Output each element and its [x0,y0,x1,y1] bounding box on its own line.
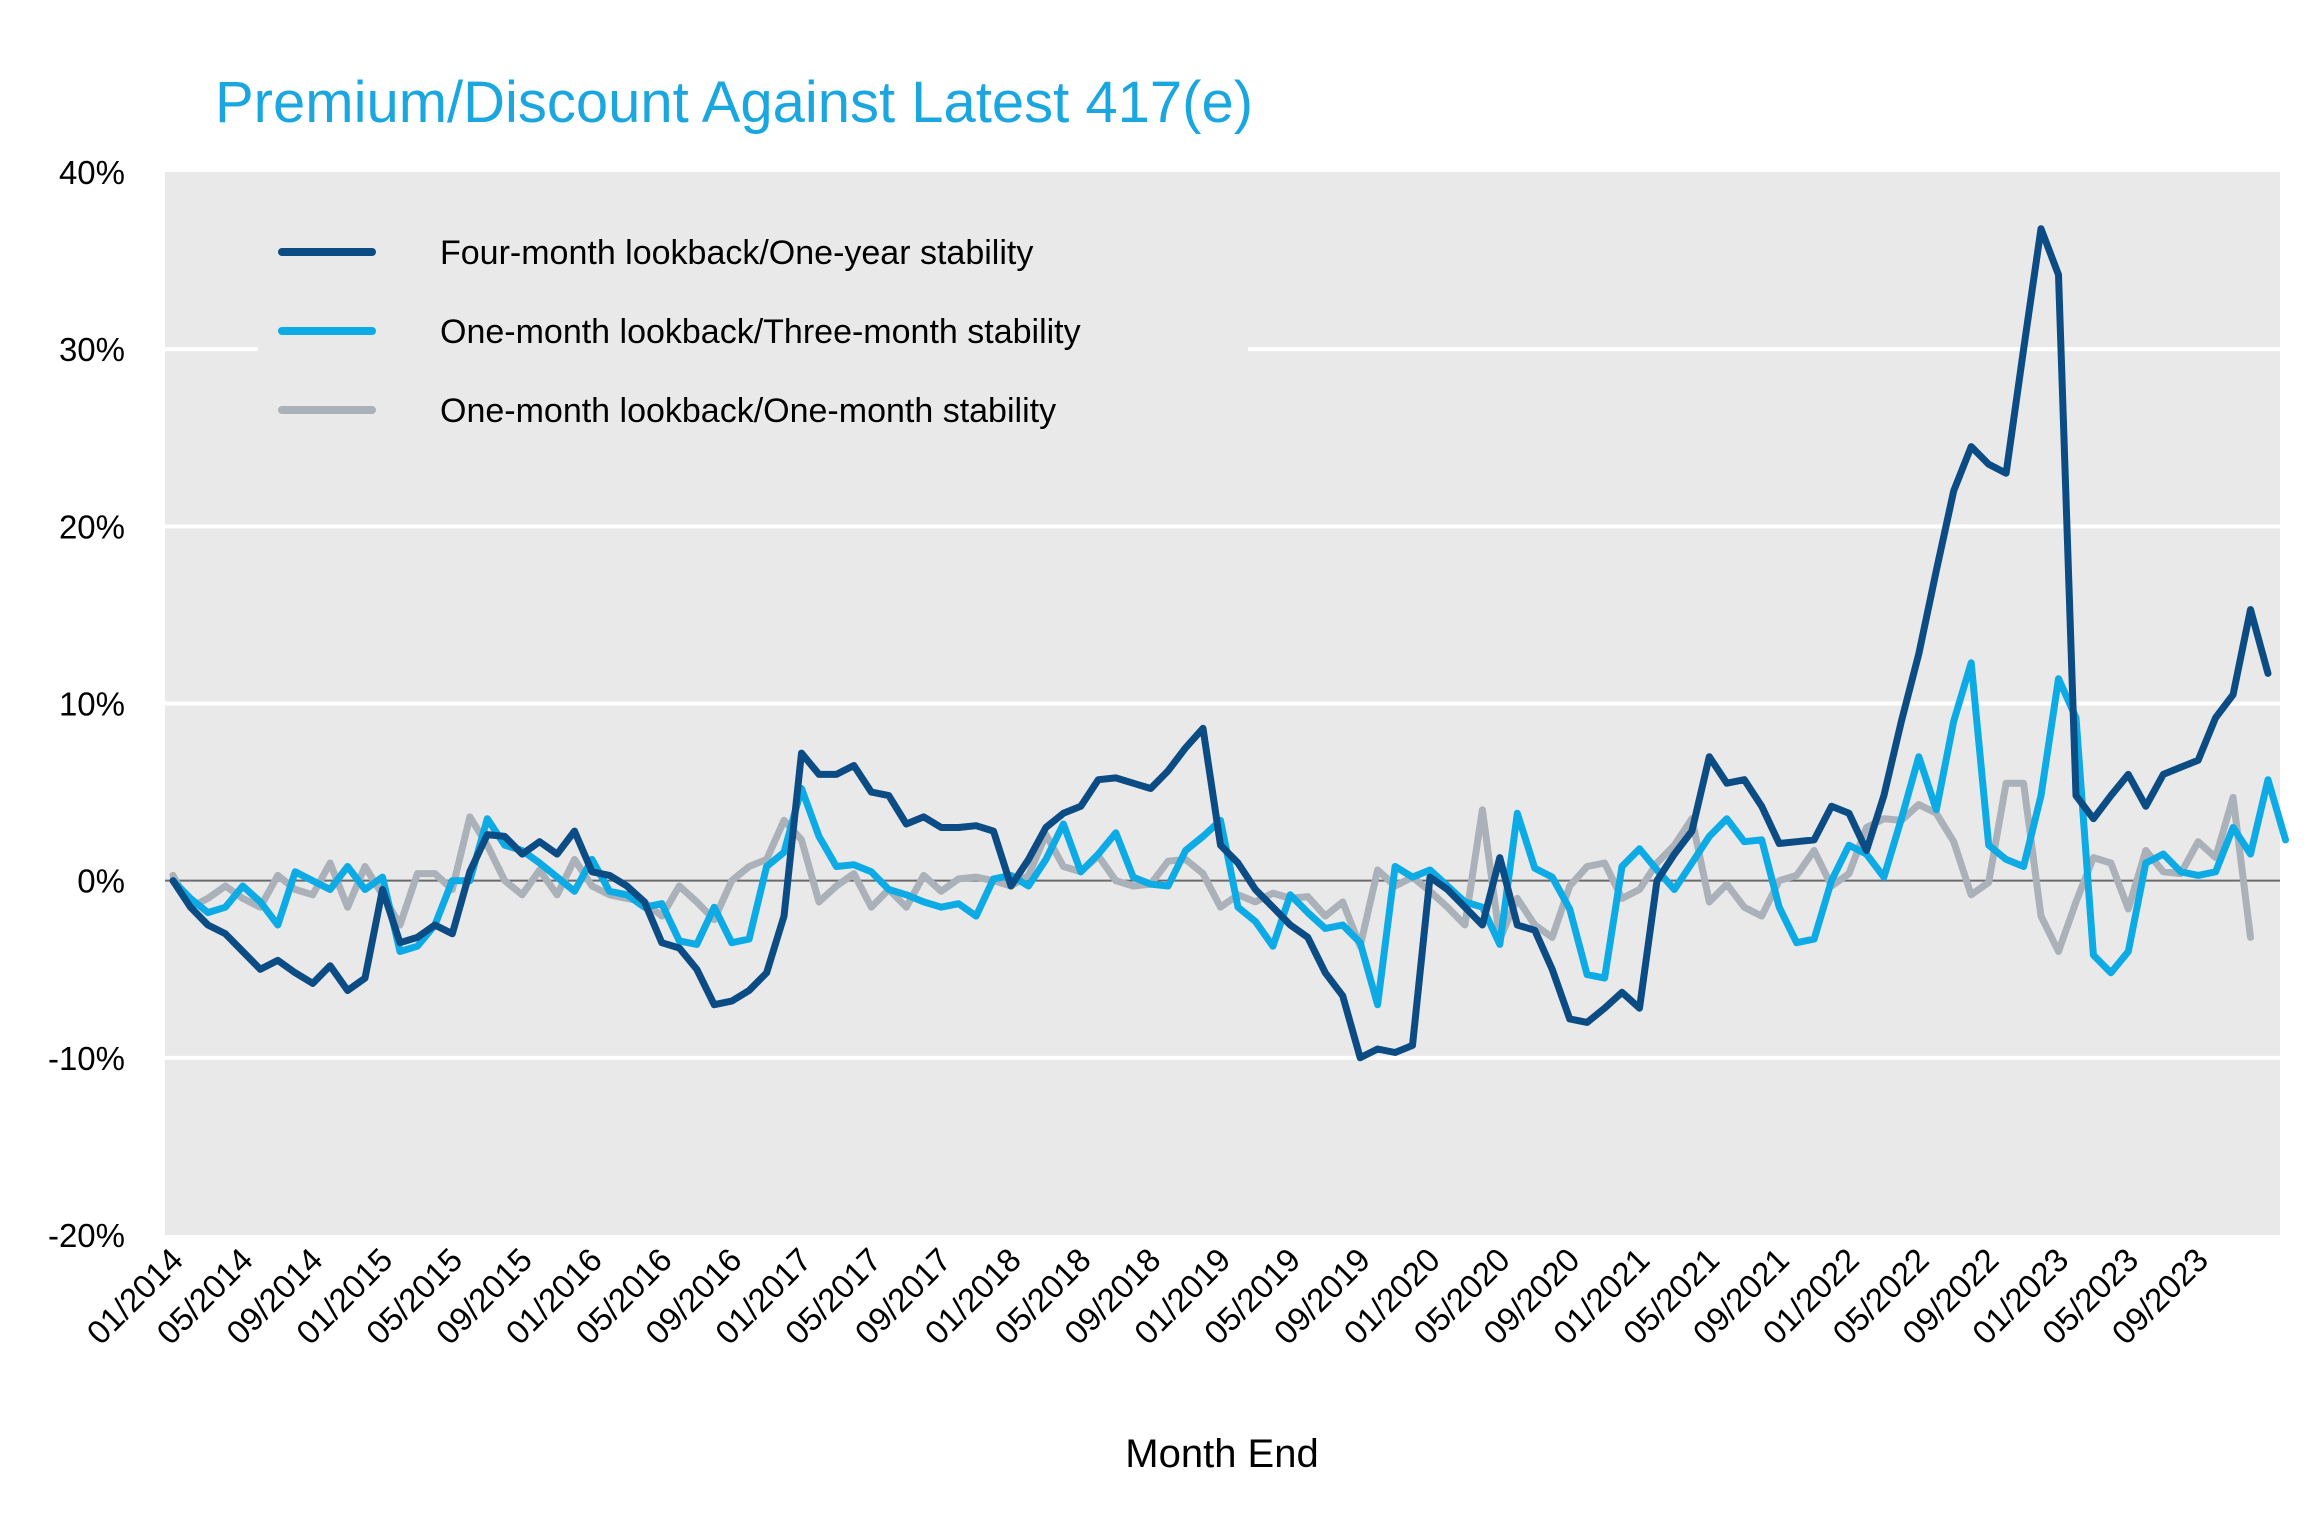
y-tick-label: 0% [77,863,125,900]
chart-title: Premium/Discount Against Latest 417(e) [215,70,1253,135]
x-axis-label: Month End [1125,1432,1318,1476]
y-tick-label: 20% [59,508,125,545]
y-tick-label: 10% [59,686,125,723]
y-tick-label: -20% [48,1217,125,1254]
legend: Four-month lookback/One-year stability On… [258,208,1248,438]
legend-label: One-month lookback/Three-month stability [440,313,1081,351]
y-tick-label: 30% [59,331,125,368]
series-line-1 [169,225,2272,1062]
y-tick-label: 40% [59,154,125,191]
legend-label: One-month lookback/One-month stability [440,392,1056,430]
y-axis-ticks: -20% -10% 0% 10% 20% 30% 40% [48,154,125,1254]
legend-label: Four-month lookback/One-year stability [440,234,1033,272]
legend-box [258,208,1248,438]
series-lines [169,225,2289,1062]
y-tick-label: -10% [48,1040,125,1077]
x-axis-ticks: 01/201405/201409/201401/201505/201509/20… [79,1241,2215,1352]
